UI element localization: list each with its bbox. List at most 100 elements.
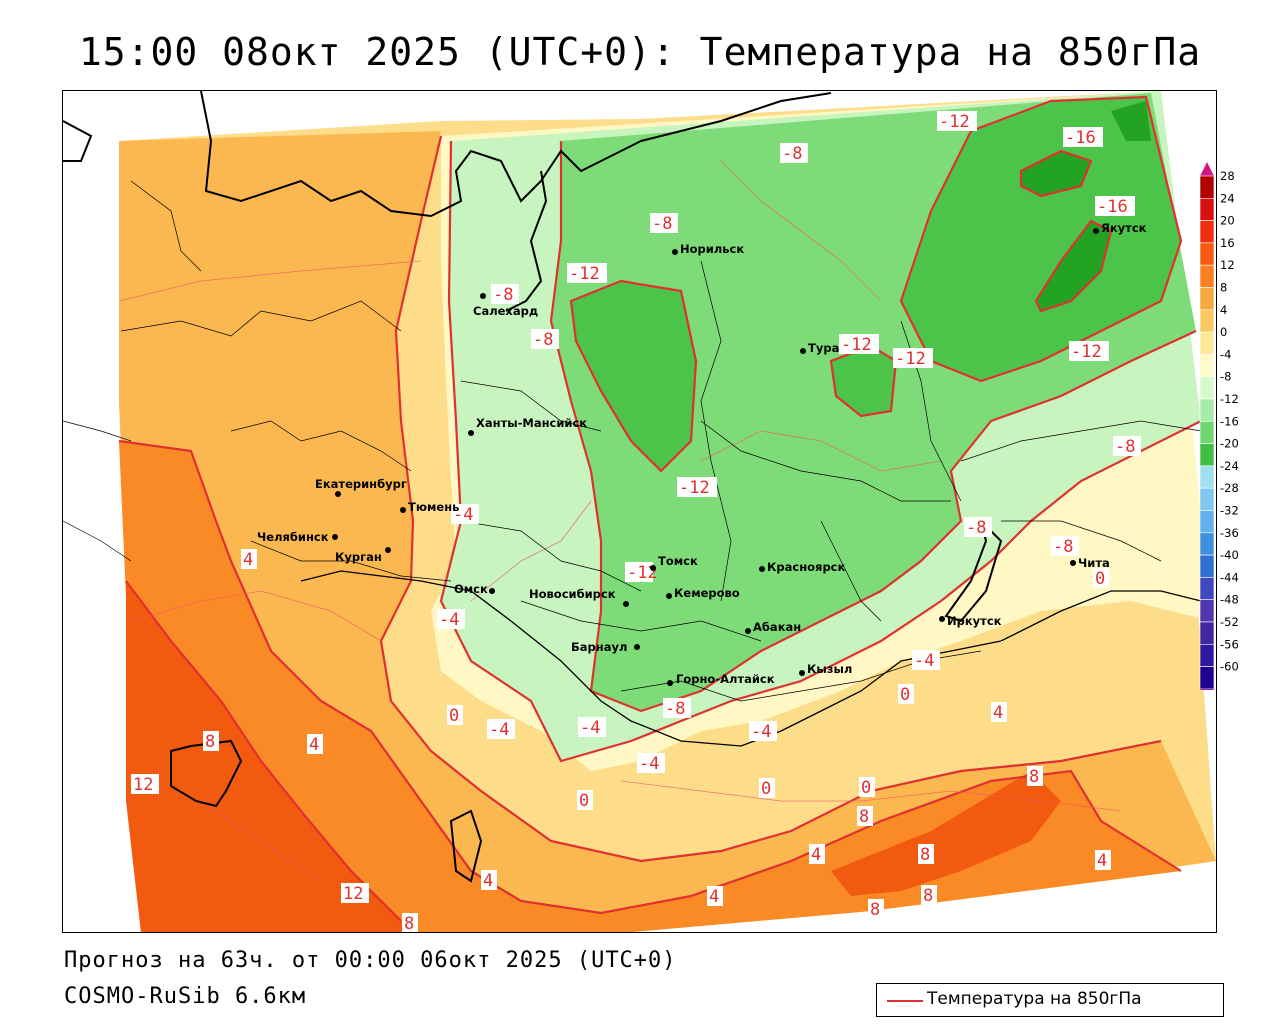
colorbar-swatch	[1199, 599, 1215, 623]
colorbar-swatch	[1199, 577, 1215, 600]
colorbar-top-arrow	[1200, 162, 1214, 176]
colorbar-swatch	[1199, 487, 1215, 511]
isoline-label: -8	[652, 214, 672, 234]
isoline-label: -4	[489, 720, 509, 740]
svg-text:Якутск: Якутск	[1101, 221, 1147, 235]
isoline-label: -16	[1097, 197, 1128, 217]
colorbar-tick-label: -8	[1220, 370, 1231, 384]
city-kemerovo: Кемерово	[666, 586, 740, 600]
colorbar-swatch	[1199, 420, 1215, 444]
colorbar-swatches	[1199, 162, 1215, 690]
isoline-label: 4	[993, 703, 1003, 723]
isoline-label: 4	[709, 887, 719, 907]
isoline-label: 0	[861, 778, 871, 798]
colorbar-swatch	[1199, 510, 1215, 534]
city-norilsk: Норильск	[672, 242, 744, 256]
svg-text:Норильск: Норильск	[680, 242, 744, 256]
colorbar-swatch	[1199, 398, 1215, 422]
colorbar-bottom-arrow	[1200, 688, 1214, 690]
city-tyumen: Тюмень	[400, 500, 459, 514]
colorbar-tick-label: -32	[1220, 504, 1239, 518]
svg-text:Кызыл: Кызыл	[807, 662, 852, 676]
colorbar-tick-label: -24	[1220, 459, 1239, 473]
isoline-labels: -12 -16 -16 -8 -8 -12 -8 -8 -8 -12 -12 -…	[131, 111, 1141, 932]
city-kurgan: Курган	[335, 547, 391, 564]
city-khanty-mansiysk: Ханты-Мансийск	[468, 416, 587, 436]
colorbar-swatch	[1199, 175, 1215, 199]
isoline-label: 12	[343, 884, 363, 904]
svg-text:Красноярск: Красноярск	[767, 560, 845, 574]
city-yekaterinburg: Екатеринбург	[315, 477, 407, 497]
isotherm-zone-plus12-east	[831, 771, 1061, 896]
colorbar-swatch	[1199, 331, 1215, 355]
city-salekhard: Салехард	[473, 293, 538, 318]
svg-text:Горно-Алтайск: Горно-Алтайск	[676, 672, 775, 686]
legend-box: Температура на 850гПа	[876, 983, 1224, 1017]
svg-text:Тюмень: Тюмень	[408, 500, 459, 514]
svg-text:Кемерово: Кемерово	[674, 586, 740, 600]
svg-text:Ханты-Мансийск: Ханты-Мансийск	[476, 416, 587, 430]
colorbar-tick-label: -60	[1220, 660, 1239, 674]
cities: Норильск Салехард Якутск Тура Ханты-Манс…	[257, 221, 1147, 686]
colorbar-swatch	[1199, 532, 1215, 556]
colorbar-swatch	[1199, 621, 1215, 645]
city-novosibirsk: Новосибирск	[529, 587, 629, 607]
isoline-label: -8	[493, 285, 513, 305]
colorbar-swatch	[1199, 242, 1215, 266]
colorbar-swatch	[1199, 465, 1215, 489]
isoline-label: -12	[895, 349, 926, 369]
colorbar-swatch	[1199, 309, 1215, 333]
model-name: COSMO-RuSib 6.6км	[64, 984, 307, 1009]
colorbar-tick-label: 8	[1220, 281, 1227, 295]
isoline-label: -8	[533, 330, 553, 350]
city-gorno-altaysk: Горно-Алтайск	[667, 672, 775, 686]
isoline-label: -8	[966, 518, 986, 538]
isoline-label: -12	[841, 335, 872, 355]
isoline-label: -4	[639, 754, 659, 774]
city-tomsk: Томск	[650, 554, 698, 571]
svg-text:Томск: Томск	[658, 554, 698, 568]
colorbar-tick-label: -44	[1220, 570, 1239, 584]
isoline-label: -16	[1065, 128, 1096, 148]
isoline-label: 8	[920, 845, 930, 865]
colorbar-swatch	[1199, 554, 1215, 578]
city-barnaul: Барнаул	[571, 640, 640, 654]
svg-text:Барнаул: Барнаул	[571, 640, 627, 654]
colorbar-tick-label: -52	[1220, 615, 1239, 629]
city-chita: Чита	[1070, 556, 1110, 570]
colorbar-tick-label: 12	[1220, 258, 1235, 272]
map-title: 15:00 08окт 2025 (UTC+0): Температура на…	[78, 30, 1202, 74]
colorbar-tick-label: 24	[1220, 191, 1235, 205]
isoline-label: 0	[1095, 569, 1105, 589]
isoline-label: -4	[439, 610, 459, 630]
isoline-label: 0	[900, 685, 910, 705]
isoline-label: 8	[870, 900, 880, 920]
national-border	[300, 570, 1202, 747]
colorbar-tick-label: 0	[1220, 325, 1227, 339]
city-krasnoyarsk: Красноярск	[759, 560, 845, 574]
colorbar-tick-label: -48	[1220, 593, 1239, 607]
colorbar-swatch	[1199, 220, 1215, 244]
temperature-colorbar: 28 24 20 16 12 8 4 0 -4 -8 -12 -16 -20 -24 -28 -32 -36 -4…	[1199, 162, 1239, 690]
colorbar-tick-label: -40	[1220, 548, 1239, 562]
legend-line-swatch	[887, 1000, 923, 1002]
isoline-label: 8	[859, 807, 869, 827]
isoline-label: 12	[133, 775, 153, 795]
city-yakutsk: Якутск	[1093, 221, 1147, 235]
colorbar-tick-label: -56	[1220, 637, 1239, 651]
isoline-label: -8	[1115, 437, 1135, 457]
colorbar-tick-label: -12	[1220, 392, 1239, 406]
colorbar-swatch	[1199, 264, 1215, 288]
colorbar-swatch	[1199, 666, 1215, 690]
isoline-label: 4	[1097, 851, 1107, 871]
colorbar-tick-label: 4	[1220, 303, 1227, 317]
city-tura: Тура	[800, 341, 839, 355]
isoline-label: -8	[782, 144, 802, 164]
isotherm-zone-minus16-tura	[831, 346, 896, 416]
city-abakan: Абакан	[745, 620, 801, 634]
colorbar-tick-label: 28	[1220, 169, 1235, 183]
isoline-label: -4	[453, 505, 473, 525]
thin-isotherms	[118, 160, 1122, 882]
isoline-label: 0	[579, 791, 589, 811]
isoline-label: -12	[939, 112, 970, 132]
